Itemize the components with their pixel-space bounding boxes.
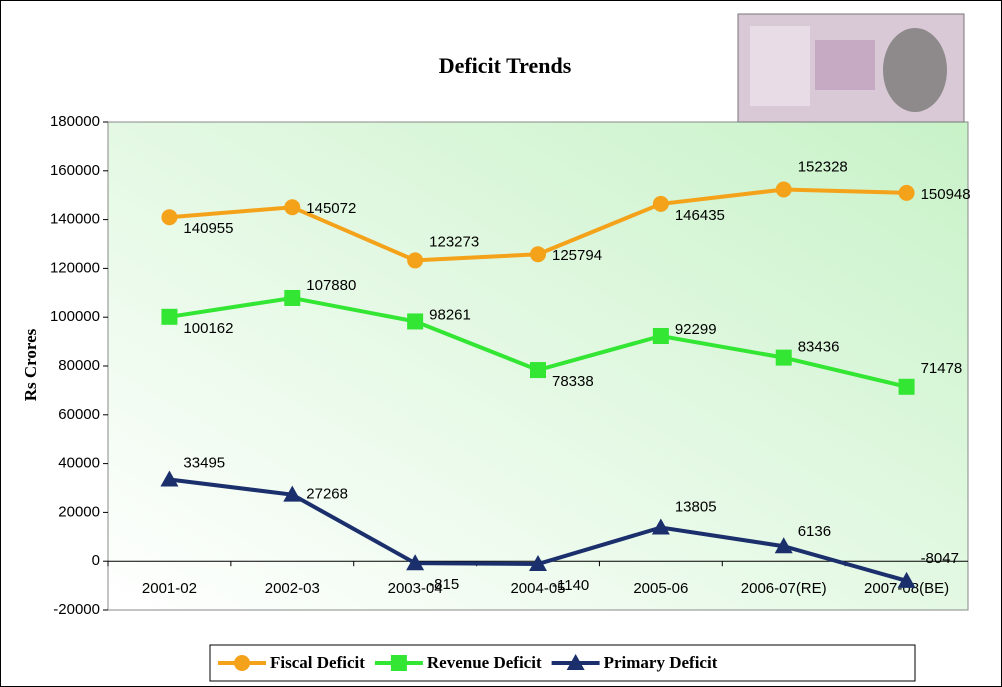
data-label: 150948 <box>921 186 971 203</box>
y-tick-label: 0 <box>92 552 100 569</box>
data-label: 83436 <box>798 339 840 356</box>
x-tick-label: 2005-06 <box>633 580 688 597</box>
data-label: 140955 <box>183 220 233 237</box>
legend-item: Fiscal Deficit <box>218 653 365 672</box>
data-label: 98261 <box>429 306 471 323</box>
marker <box>653 196 669 212</box>
y-tick-label: 120000 <box>50 259 100 276</box>
y-tick-label: 40000 <box>58 455 100 472</box>
y-tick-label: 20000 <box>58 503 100 520</box>
legend-item: Primary Deficit <box>552 653 718 672</box>
legend-label: Revenue Deficit <box>427 653 542 672</box>
data-label: 6136 <box>798 523 831 540</box>
marker <box>234 655 250 671</box>
y-tick-label: 80000 <box>58 357 100 374</box>
page: Deficit Trends Rs Crores -20000 0 20000 400… <box>0 0 1002 687</box>
marker <box>161 309 177 325</box>
data-label: 33495 <box>183 454 225 471</box>
marker <box>899 379 915 395</box>
data-label: 78338 <box>552 373 594 390</box>
y-tick-label: 180000 <box>50 113 100 130</box>
marker <box>161 209 177 225</box>
marker <box>284 290 300 306</box>
marker <box>407 252 423 268</box>
y-tick-label: 160000 <box>50 162 100 179</box>
banknote <box>738 14 964 122</box>
marker <box>284 199 300 215</box>
data-label: 92299 <box>675 321 717 338</box>
chart-title: Deficit Trends <box>439 53 572 78</box>
legend-label: Fiscal Deficit <box>270 653 365 672</box>
data-label: 146435 <box>675 207 725 224</box>
data-label: 107880 <box>306 277 356 294</box>
data-label: 152328 <box>798 158 848 175</box>
legend-item: Revenue Deficit <box>375 653 542 672</box>
marker <box>407 313 423 329</box>
y-tick-label: 60000 <box>58 406 100 423</box>
marker <box>776 350 792 366</box>
chart: Deficit Trends Rs Crores -20000 0 20000 400… <box>0 0 1002 687</box>
x-tick-label: 2001-02 <box>142 580 197 597</box>
marker <box>530 246 546 262</box>
x-tick-label: 2002-03 <box>265 580 320 597</box>
y-tick-label: 100000 <box>50 308 100 325</box>
data-label: -815 <box>429 576 459 593</box>
data-label: 71478 <box>921 360 963 377</box>
y-tick-label: 140000 <box>50 211 100 228</box>
marker <box>776 182 792 198</box>
marker <box>530 362 546 378</box>
marker <box>899 185 915 201</box>
marker <box>391 655 407 671</box>
y-tick-label: -20000 <box>53 601 100 618</box>
data-label: 100162 <box>183 320 233 337</box>
data-label: 27268 <box>306 486 348 503</box>
data-label: -1140 <box>552 577 589 594</box>
data-label: 125794 <box>552 247 602 264</box>
x-tick-label: 2006-07(RE) <box>741 580 827 597</box>
data-label: 13805 <box>675 498 717 515</box>
marker <box>653 328 669 344</box>
data-label: -8047 <box>921 550 959 567</box>
data-label: 123273 <box>429 233 479 250</box>
y-axis-label: Rs Crores <box>21 328 40 401</box>
legend-label: Primary Deficit <box>604 653 718 672</box>
data-label: 145072 <box>306 200 356 217</box>
